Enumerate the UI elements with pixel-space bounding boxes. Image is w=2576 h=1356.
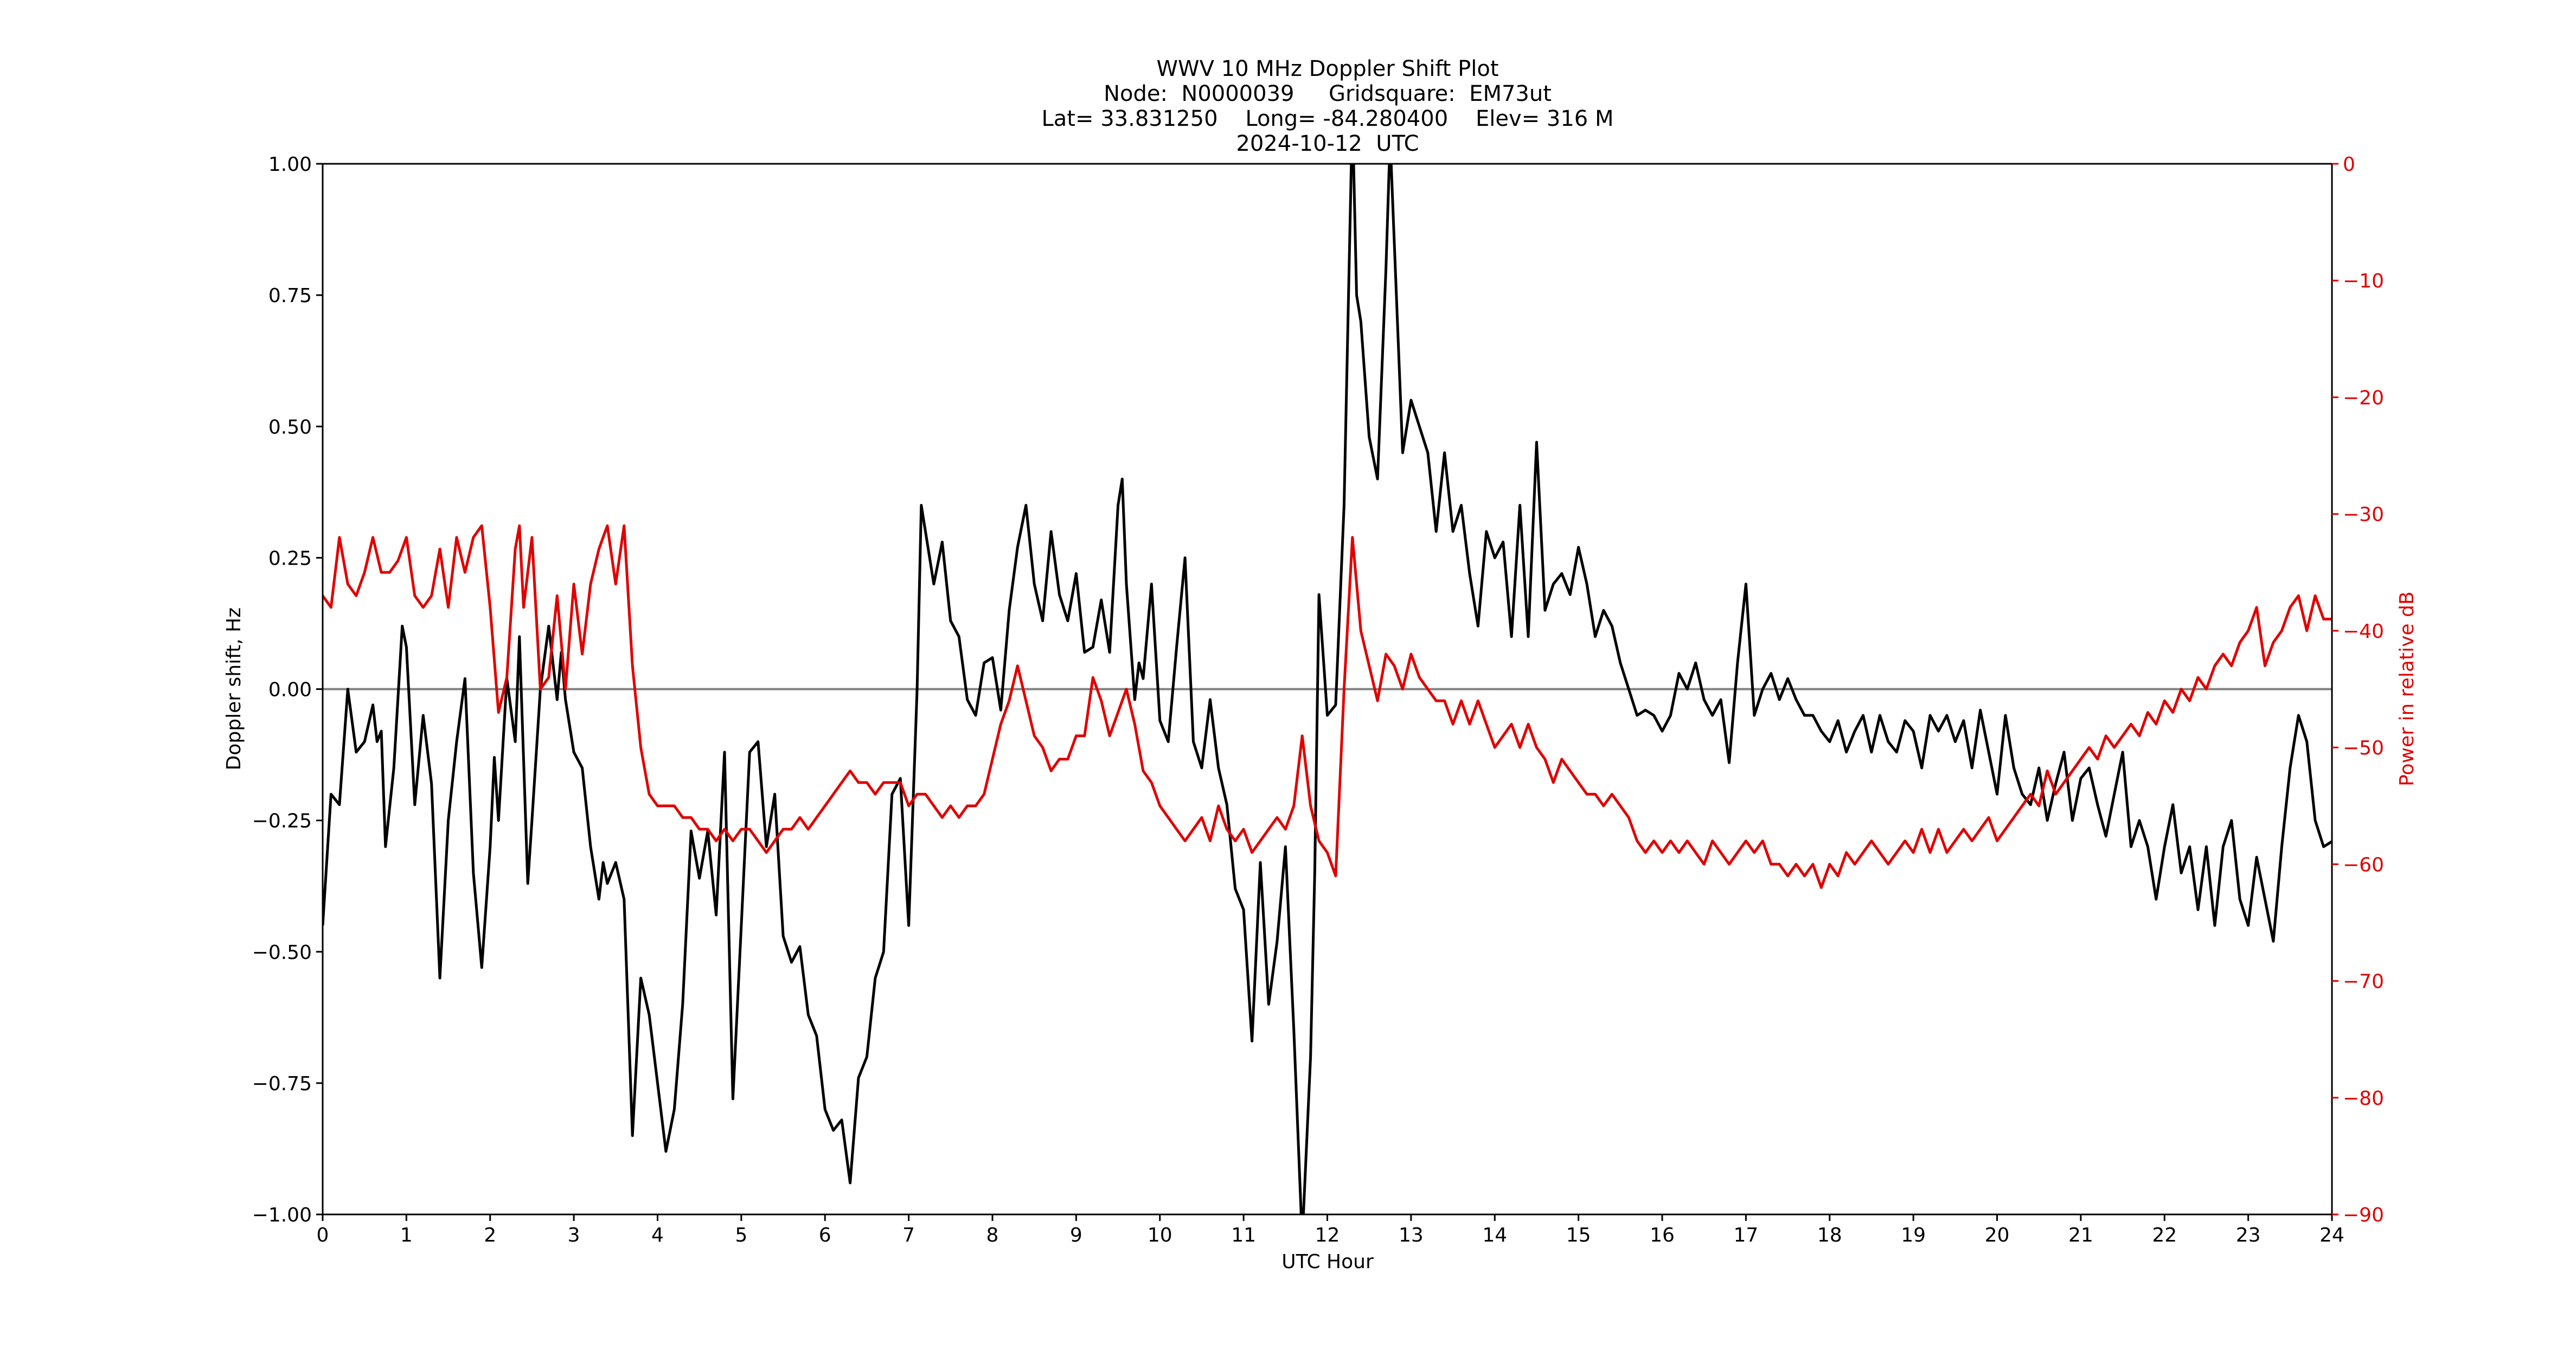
- y-right-tick-label: −10: [2343, 270, 2384, 292]
- x-tick-label: 3: [568, 1224, 580, 1246]
- chart-title-line-1: WWV 10 MHz Doppler Shift Plot: [1156, 56, 1498, 81]
- x-tick-label: 22: [2152, 1224, 2177, 1246]
- x-tick-label: 19: [1901, 1224, 1926, 1246]
- y-right-tick-label: −30: [2343, 504, 2384, 526]
- series-layer: [323, 164, 2332, 1214]
- x-tick-label: 14: [1482, 1224, 1507, 1246]
- x-tick-label: 23: [2236, 1224, 2261, 1246]
- x-tick-label: 17: [1733, 1224, 1758, 1246]
- x-tick-label: 6: [819, 1224, 831, 1246]
- y-right-tick-label: −40: [2343, 621, 2384, 643]
- x-tick-label: 21: [2068, 1224, 2093, 1246]
- y-right-tick-label: −60: [2343, 854, 2384, 876]
- y-left-tick-label: 0.75: [268, 285, 312, 307]
- y-right-tick-label: −70: [2343, 971, 2384, 993]
- x-tick-label: 7: [902, 1224, 915, 1246]
- x-tick-label: 12: [1315, 1224, 1340, 1246]
- x-tick-label: 11: [1231, 1224, 1256, 1246]
- chart-title: WWV 10 MHz Doppler Shift Plot Node: N000…: [1042, 56, 1614, 156]
- x-tick-label: 13: [1399, 1224, 1424, 1246]
- x-axis-label: UTC Hour: [1281, 1251, 1374, 1273]
- y-axis-right: 0 −10 −20 −30 −40 −50 −60 −70 −80 −90: [2332, 153, 2384, 1226]
- power-series-line: [323, 524, 2332, 889]
- chart-title-line-3: Lat= 33.831250 Long= -84.280400 Elev= 31…: [1042, 106, 1614, 131]
- y-right-tick-label: 0: [2343, 153, 2355, 176]
- y-axis-left: 1.00 0.75 0.50 0.25 0.00 −0.25 −0.50 −0.75 −1.00: [252, 153, 323, 1226]
- y-left-tick-label: −0.75: [252, 1073, 312, 1095]
- x-tick-label: 4: [651, 1224, 664, 1246]
- y-left-tick-label: 1.00: [268, 153, 312, 176]
- x-tick-label: 8: [986, 1224, 999, 1246]
- y-right-tick-label: −20: [2343, 387, 2384, 409]
- x-tick-label: 9: [1070, 1224, 1082, 1246]
- x-tick-label: 0: [317, 1224, 329, 1246]
- x-tick-label: 2: [484, 1224, 496, 1246]
- x-tick-label: 18: [1817, 1224, 1842, 1246]
- y-right-tick-label: −50: [2343, 737, 2384, 759]
- y-left-tick-label: 0.50: [268, 416, 312, 438]
- x-tick-label: 10: [1148, 1224, 1172, 1246]
- y-left-tick-label: 0.25: [268, 547, 312, 570]
- x-tick-label: 5: [735, 1224, 747, 1246]
- y-left-tick-label: −0.50: [252, 942, 312, 964]
- chart-title-line-2: Node: N0000039 Gridsquare: EM73ut: [1104, 81, 1552, 106]
- y-right-tick-label: −80: [2343, 1088, 2384, 1110]
- doppler-series-line: [323, 164, 2332, 1214]
- x-tick-label: 24: [2319, 1224, 2344, 1246]
- y-left-tick-label: −1.00: [252, 1204, 312, 1226]
- x-axis: 0 1 2 3 4 5 6 7 8 9 10 11 12 13 14 15 16 17 18 19 20 21 22 23 24: [317, 1214, 2344, 1246]
- y-right-tick-label: −90: [2343, 1204, 2384, 1226]
- x-tick-label: 16: [1650, 1224, 1675, 1246]
- x-tick-label: 20: [1985, 1224, 2010, 1246]
- y-axis-right-label: Power in relative dB: [2396, 591, 2418, 786]
- y-left-tick-label: −0.25: [252, 810, 312, 833]
- y-left-tick-label: 0.00: [268, 679, 312, 701]
- y-axis-left-label: Doppler shift, Hz: [223, 607, 245, 770]
- x-tick-label: 15: [1566, 1224, 1591, 1246]
- x-tick-label: 1: [400, 1224, 413, 1246]
- chart-title-line-4: 2024-10-12 UTC: [1236, 131, 1419, 156]
